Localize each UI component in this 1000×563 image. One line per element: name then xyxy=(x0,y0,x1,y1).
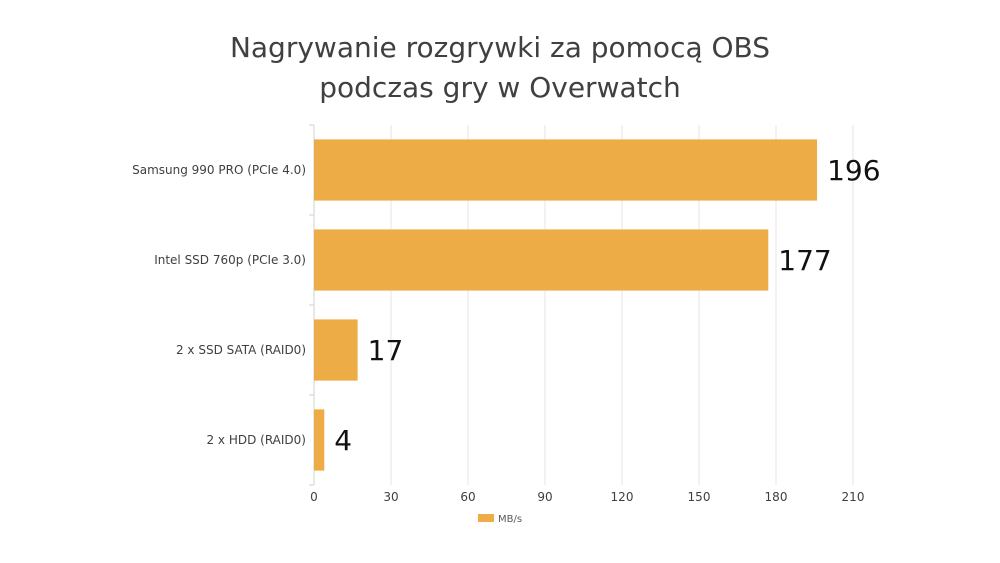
bar xyxy=(314,229,769,291)
tick-label: 90 xyxy=(537,490,552,504)
bars xyxy=(314,139,818,471)
chart-title-line-2: podczas gry w Overwatch xyxy=(319,71,681,104)
data-label: 196 xyxy=(827,154,880,187)
category-label: Intel SSD 760p (PCIe 3.0) xyxy=(154,253,306,267)
value-axis-ticks: 0 30 60 90 120 150 180 210 xyxy=(310,490,864,504)
data-label: 177 xyxy=(778,244,831,277)
tick-label: 120 xyxy=(611,490,634,504)
tick-label: 180 xyxy=(765,490,788,504)
data-labels: 196 177 17 4 xyxy=(334,154,880,457)
legend-swatch xyxy=(478,514,494,522)
data-label: 17 xyxy=(368,334,404,367)
category-label: Samsung 990 PRO (PCIe 4.0) xyxy=(132,163,306,177)
tick-label: 30 xyxy=(383,490,398,504)
legend-label: MB/s xyxy=(498,514,522,525)
legend: MB/s xyxy=(478,514,522,525)
bar xyxy=(314,319,358,381)
category-axis xyxy=(309,124,315,486)
tick-label: 210 xyxy=(842,490,865,504)
bar xyxy=(314,409,325,471)
bar xyxy=(314,139,818,201)
category-label: 2 x SSD SATA (RAID0) xyxy=(176,343,306,357)
category-label: 2 x HDD (RAID0) xyxy=(206,433,306,447)
chart-title: Nagrywanie rozgrywki za pomocą OBS podcz… xyxy=(0,28,1000,108)
chart-title-line-1: Nagrywanie rozgrywki za pomocą OBS xyxy=(229,31,771,64)
tick-label: 0 xyxy=(310,490,318,504)
category-labels: Samsung 990 PRO (PCIe 4.0) Intel SSD 760p… xyxy=(132,163,306,447)
tick-label: 60 xyxy=(460,490,475,504)
tick-label: 150 xyxy=(688,490,711,504)
data-label: 4 xyxy=(334,424,352,457)
